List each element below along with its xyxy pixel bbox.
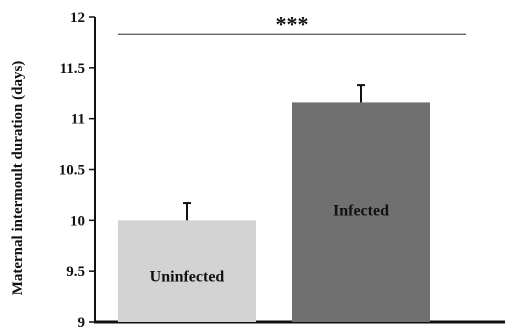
y-tick-label: 10.5 xyxy=(59,163,85,179)
y-tick-label: 9 xyxy=(78,315,86,330)
y-tick-label: 11 xyxy=(71,112,85,128)
bars: Uninfected Infected xyxy=(118,84,430,323)
bar-infected xyxy=(292,102,430,323)
significance-annotation: *** xyxy=(118,11,466,36)
y-tick-label: 9.5 xyxy=(66,264,85,280)
y-axis-label: Maternal intermoult duration (days) xyxy=(10,61,26,296)
y-tick-label: 10 xyxy=(70,213,85,229)
bar-label-infected: Infected xyxy=(333,202,389,219)
y-tick-label: 11.5 xyxy=(60,61,85,77)
bar-uninfected xyxy=(118,220,256,322)
bar-label-uninfected: Uninfected xyxy=(150,268,225,285)
y-tick-label: 12 xyxy=(70,10,85,26)
significance-stars: *** xyxy=(276,11,309,36)
